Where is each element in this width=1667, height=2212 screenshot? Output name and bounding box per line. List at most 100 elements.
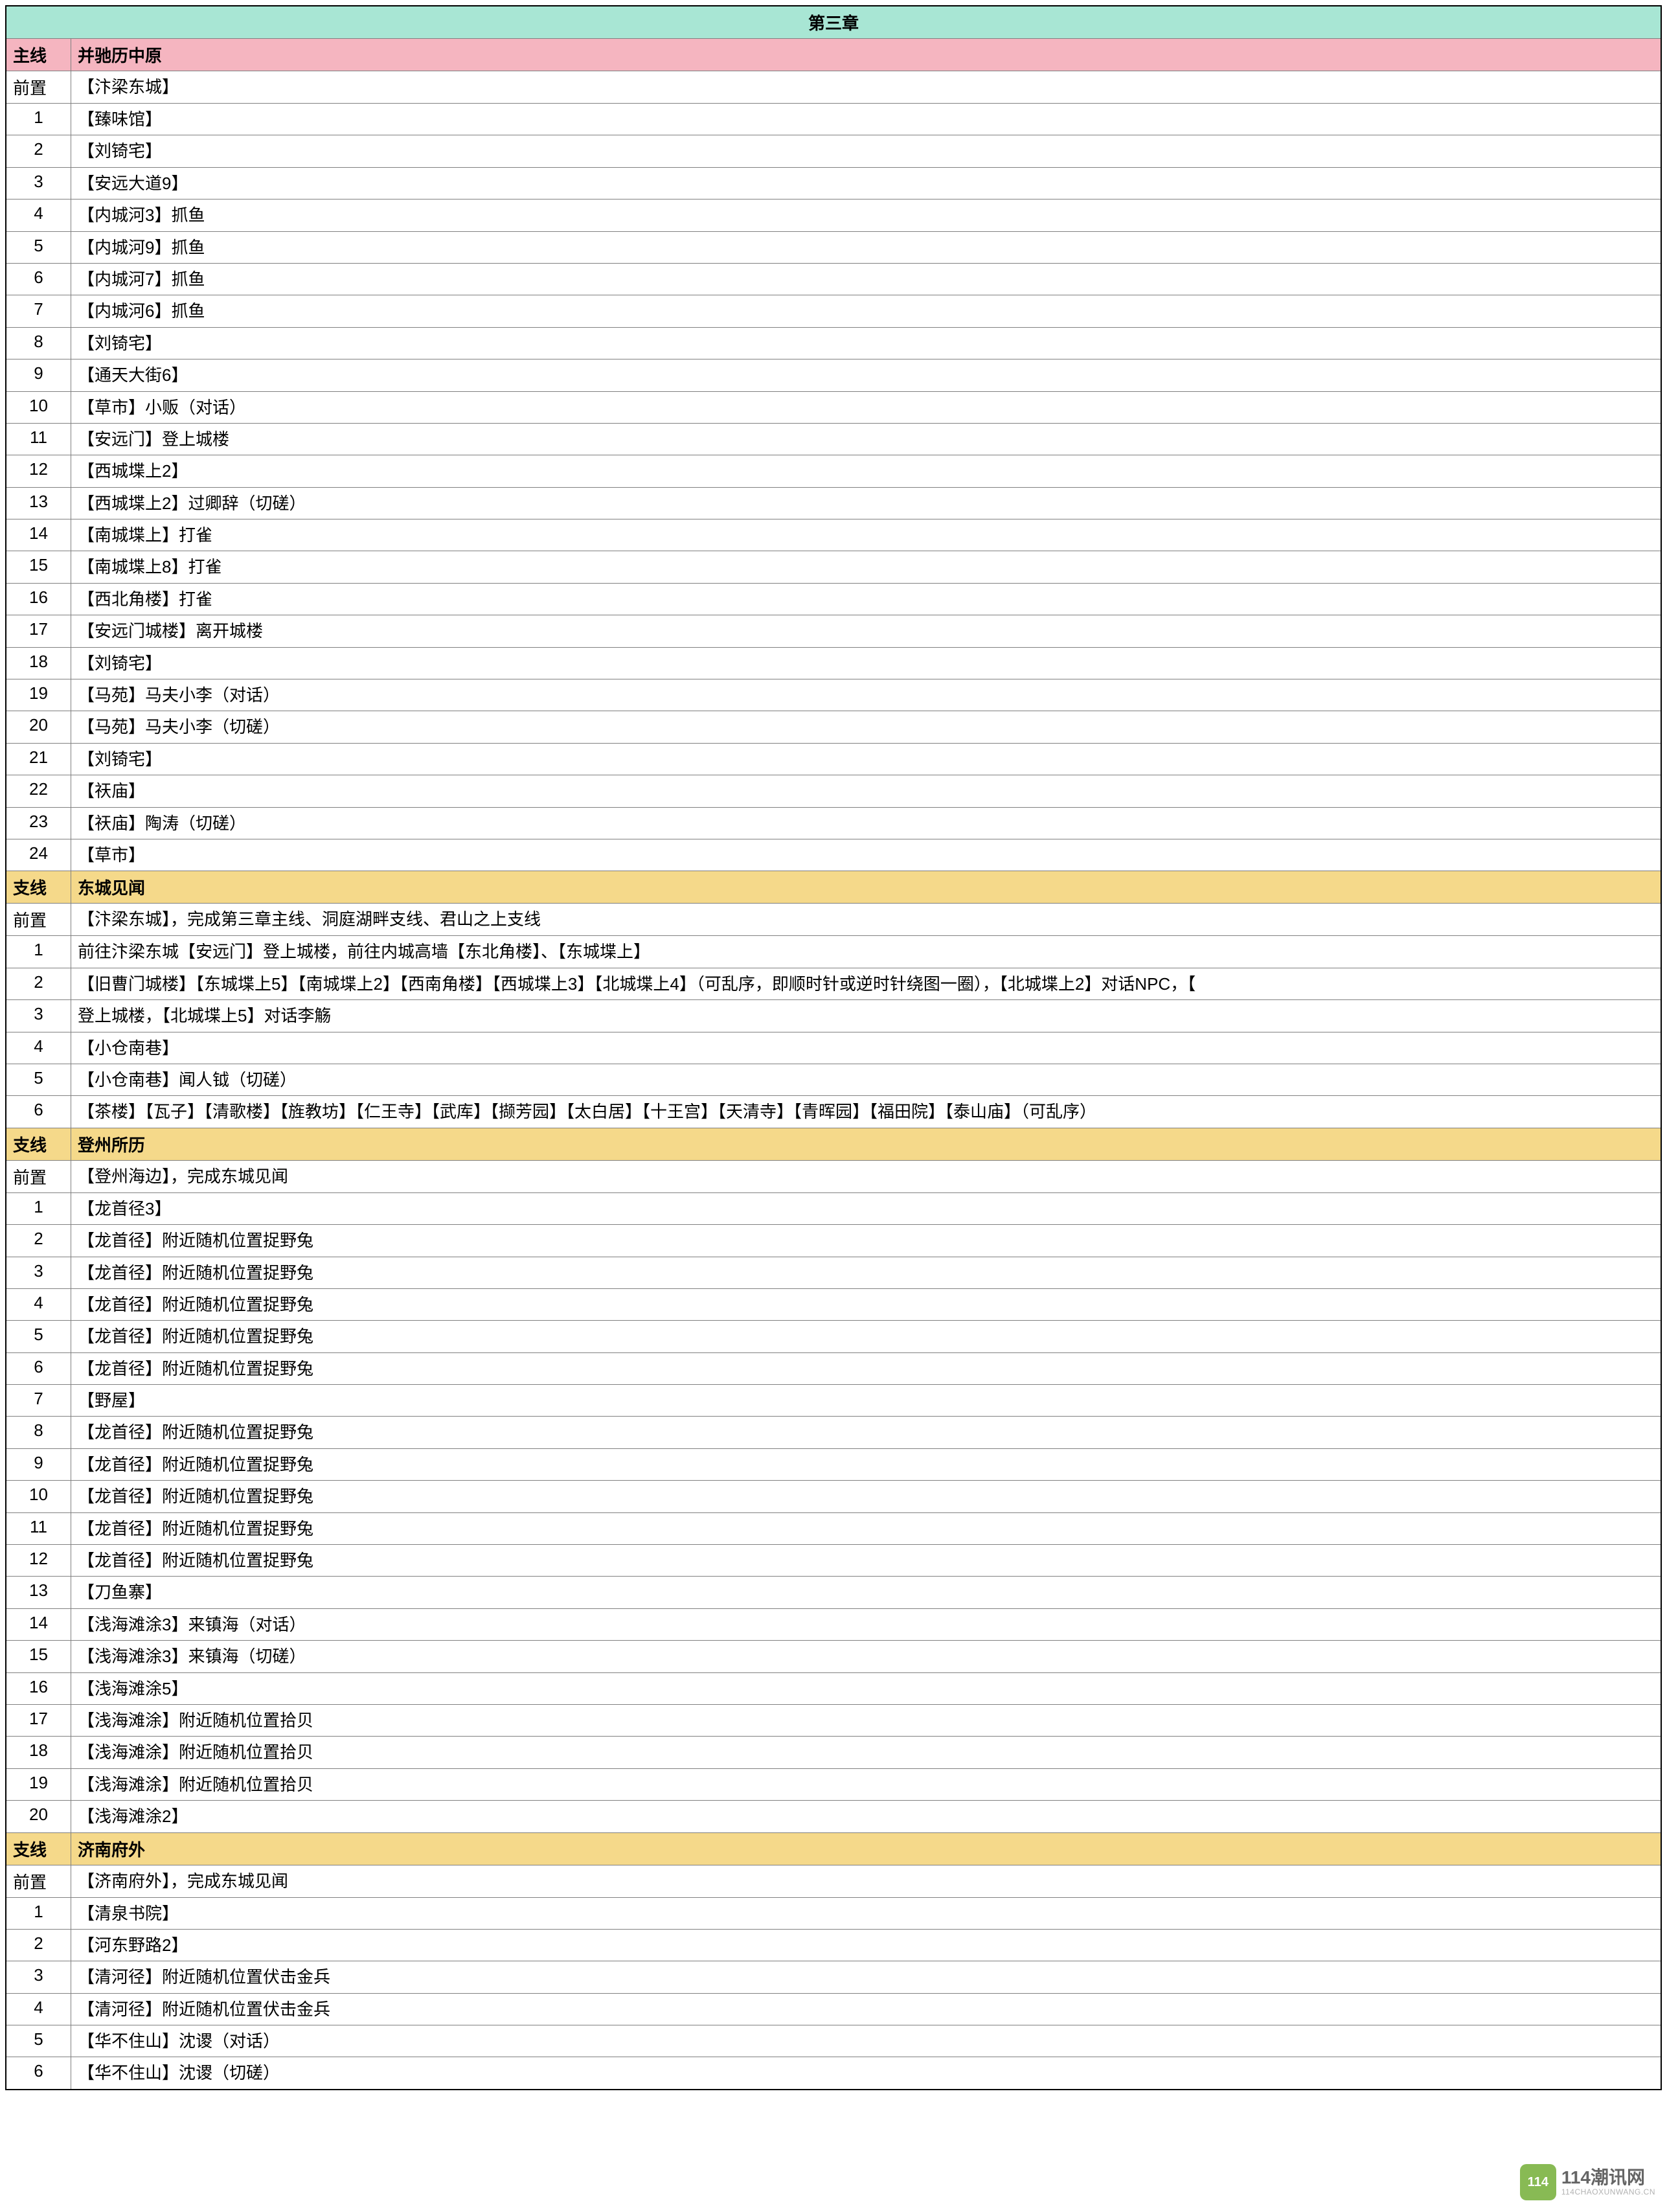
row-content: 【龙首径】附近随机位置捉野兔 (71, 1449, 1661, 1480)
section-type-label: 支线 (6, 1128, 71, 1160)
table-row: 13【刀鱼寨】 (6, 1577, 1661, 1608)
row-number: 6 (6, 264, 71, 295)
table-row: 8【刘锜宅】 (6, 328, 1661, 359)
table-row: 3【清河径】附近随机位置伏击金兵 (6, 1961, 1661, 1993)
row-number: 2 (6, 1930, 71, 1961)
row-content: 【龙首径】附近随机位置捉野兔 (71, 1417, 1661, 1448)
row-content: 【西城堞上2】过卿辞（切磋） (71, 488, 1661, 519)
row-number: 20 (6, 711, 71, 742)
row-number: 2 (6, 135, 71, 166)
row-number: 10 (6, 392, 71, 423)
row-number: 19 (6, 1769, 71, 1800)
table-row: 13【西城堞上2】过卿辞（切磋） (6, 488, 1661, 519)
table-row: 4【龙首径】附近随机位置捉野兔 (6, 1289, 1661, 1321)
row-content: 【龙首径】附近随机位置捉野兔 (71, 1225, 1661, 1256)
row-number: 前置 (6, 71, 71, 103)
row-content: 【旧曹门城楼】【东城堞上5】【南城堞上2】【西南角楼】【西城堞上3】【北城堞上4… (71, 968, 1661, 999)
table-row: 3【安远大道9】 (6, 168, 1661, 200)
row-number: 23 (6, 808, 71, 839)
table-row: 9【通天大街6】 (6, 359, 1661, 391)
row-content: 【刘锜宅】 (71, 744, 1661, 775)
row-content: 【刘锜宅】 (71, 135, 1661, 166)
table-row: 1【臻味馆】 (6, 104, 1661, 135)
row-content: 【清泉书院】 (71, 1898, 1661, 1929)
table-row: 4【清河径】附近随机位置伏击金兵 (6, 1994, 1661, 2025)
row-content: 【登州海边】，完成东城见闻 (71, 1161, 1661, 1192)
table-row: 前置【济南府外】，完成东城见闻 (6, 1865, 1661, 1898)
row-content: 【安远大道9】 (71, 168, 1661, 199)
row-content: 【龙首径】附近随机位置捉野兔 (71, 1513, 1661, 1544)
row-number: 11 (6, 424, 71, 455)
row-content: 【马苑】马夫小李（切磋） (71, 711, 1661, 742)
row-number: 5 (6, 232, 71, 263)
table-row: 15【浅海滩涂3】来镇海（切磋） (6, 1641, 1661, 1672)
row-number: 1 (6, 104, 71, 135)
row-content: 【龙首径】附近随机位置捉野兔 (71, 1289, 1661, 1320)
row-number: 16 (6, 1673, 71, 1704)
table-row: 7【内城河6】抓鱼 (6, 295, 1661, 327)
table-row: 18【刘锜宅】 (6, 648, 1661, 679)
row-number: 11 (6, 1513, 71, 1544)
row-content: 登上城楼，【北城堞上5】对话李觞 (71, 1000, 1661, 1031)
row-number: 前置 (6, 1865, 71, 1897)
row-content: 【清河径】附近随机位置伏击金兵 (71, 1994, 1661, 2025)
row-content: 【清河径】附近随机位置伏击金兵 (71, 1961, 1661, 1992)
row-number: 12 (6, 1545, 71, 1576)
table-row: 10【龙首径】附近随机位置捉野兔 (6, 1481, 1661, 1512)
section-header: 支线登州所历 (6, 1128, 1661, 1161)
table-row: 6【龙首径】附近随机位置捉野兔 (6, 1353, 1661, 1385)
table-row: 前置【登州海边】，完成东城见闻 (6, 1161, 1661, 1193)
row-content: 【刘锜宅】 (71, 648, 1661, 679)
table-row: 7【野屋】 (6, 1385, 1661, 1417)
row-number: 21 (6, 744, 71, 775)
row-number: 9 (6, 359, 71, 391)
row-content: 【安远门城楼】离开城楼 (71, 615, 1661, 646)
row-content: 【浅海滩涂】附近随机位置拾贝 (71, 1705, 1661, 1736)
guide-table: 第三章主线并驰历中原前置【汴梁东城】1【臻味馆】2【刘锜宅】3【安远大道9】4【… (5, 5, 1662, 2090)
table-row: 3登上城楼，【北城堞上5】对话李觞 (6, 1000, 1661, 1032)
row-number: 3 (6, 1000, 71, 1031)
row-content: 【西城堞上2】 (71, 455, 1661, 486)
row-number: 1 (6, 1193, 71, 1224)
section-title: 东城见闻 (71, 871, 1661, 903)
row-number: 15 (6, 1641, 71, 1672)
row-content: 【南城堞上】打雀 (71, 519, 1661, 551)
row-content: 【浅海滩涂】附近随机位置拾贝 (71, 1769, 1661, 1800)
table-row: 10【草市】小贩（对话） (6, 392, 1661, 424)
section-title: 并驰历中原 (71, 39, 1661, 71)
section-header: 支线济南府外 (6, 1833, 1661, 1865)
table-row: 2【刘锜宅】 (6, 135, 1661, 167)
table-row: 4【内城河3】抓鱼 (6, 200, 1661, 231)
table-row: 18【浅海滩涂】附近随机位置拾贝 (6, 1737, 1661, 1768)
section-header: 支线东城见闻 (6, 871, 1661, 904)
row-number: 前置 (6, 1161, 71, 1192)
table-row: 前置【汴梁东城】 (6, 71, 1661, 104)
table-row: 24【草市】 (6, 839, 1661, 871)
section-title: 济南府外 (71, 1833, 1661, 1865)
section-type-label: 主线 (6, 39, 71, 71)
row-content: 【臻味馆】 (71, 104, 1661, 135)
row-number: 1 (6, 936, 71, 967)
row-content: 【龙首径】附近随机位置捉野兔 (71, 1321, 1661, 1352)
row-number: 6 (6, 1096, 71, 1127)
row-number: 5 (6, 2025, 71, 2057)
row-number: 14 (6, 519, 71, 551)
table-row: 14【南城堞上】打雀 (6, 519, 1661, 551)
row-content: 【安远门】登上城楼 (71, 424, 1661, 455)
table-row: 4【小仓南巷】 (6, 1032, 1661, 1064)
watermark-main: 114潮讯网 (1561, 2168, 1655, 2188)
table-row: 11【龙首径】附近随机位置捉野兔 (6, 1513, 1661, 1545)
row-number: 3 (6, 1961, 71, 1992)
row-number: 5 (6, 1064, 71, 1095)
row-content: 【龙首径3】 (71, 1193, 1661, 1224)
row-number: 16 (6, 584, 71, 615)
table-row: 6【内城河7】抓鱼 (6, 264, 1661, 295)
section-title: 登州所历 (71, 1128, 1661, 1160)
table-row: 16【浅海滩涂5】 (6, 1673, 1661, 1705)
row-number: 12 (6, 455, 71, 486)
row-content: 【内城河7】抓鱼 (71, 264, 1661, 295)
row-number: 8 (6, 328, 71, 359)
row-number: 4 (6, 1994, 71, 2025)
row-content: 【浅海滩涂】附近随机位置拾贝 (71, 1737, 1661, 1768)
row-number: 4 (6, 1289, 71, 1320)
